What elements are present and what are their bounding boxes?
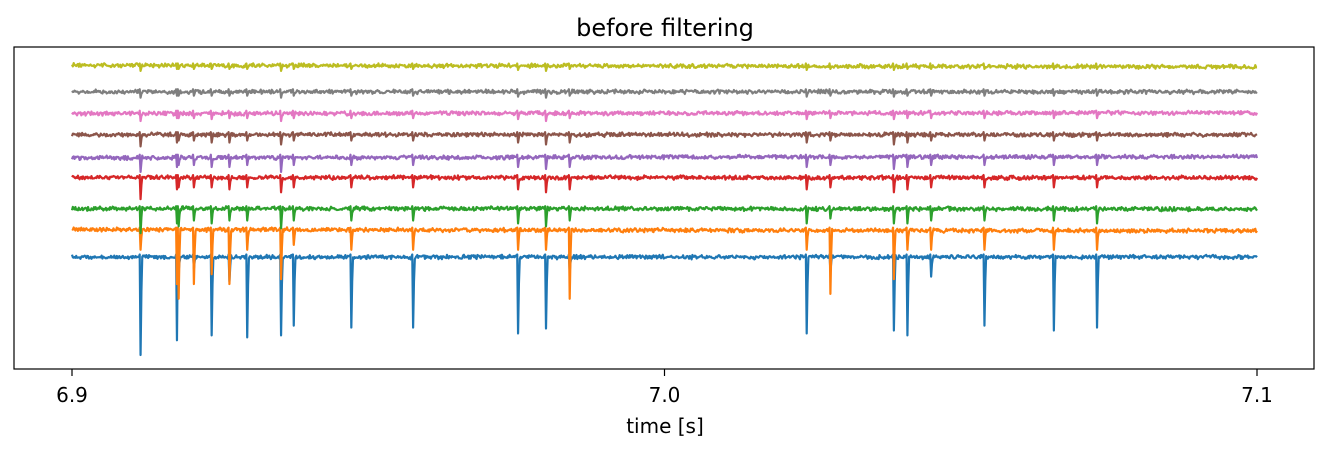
series-trace-5: [70, 153, 1259, 174]
series-trace-2: [71, 226, 1258, 300]
series-trace-6: [70, 131, 1258, 148]
series-trace-4: [71, 174, 1259, 201]
series-trace-3: [70, 205, 1258, 235]
x-axis-ticks: 6.9 7.0 7.1: [56, 369, 1273, 407]
x-tick-label: 7.1: [1241, 383, 1273, 407]
series-trace-9: [71, 61, 1258, 72]
chart-title: before filtering: [576, 14, 754, 42]
x-tick-label: 7.0: [649, 383, 681, 407]
traces-group: [70, 61, 1259, 357]
x-tick-label: 6.9: [56, 383, 88, 407]
series-trace-7: [71, 109, 1259, 123]
series-trace-1: [70, 253, 1258, 357]
series-trace-8: [71, 88, 1258, 99]
x-axis-label: time [s]: [626, 414, 704, 438]
